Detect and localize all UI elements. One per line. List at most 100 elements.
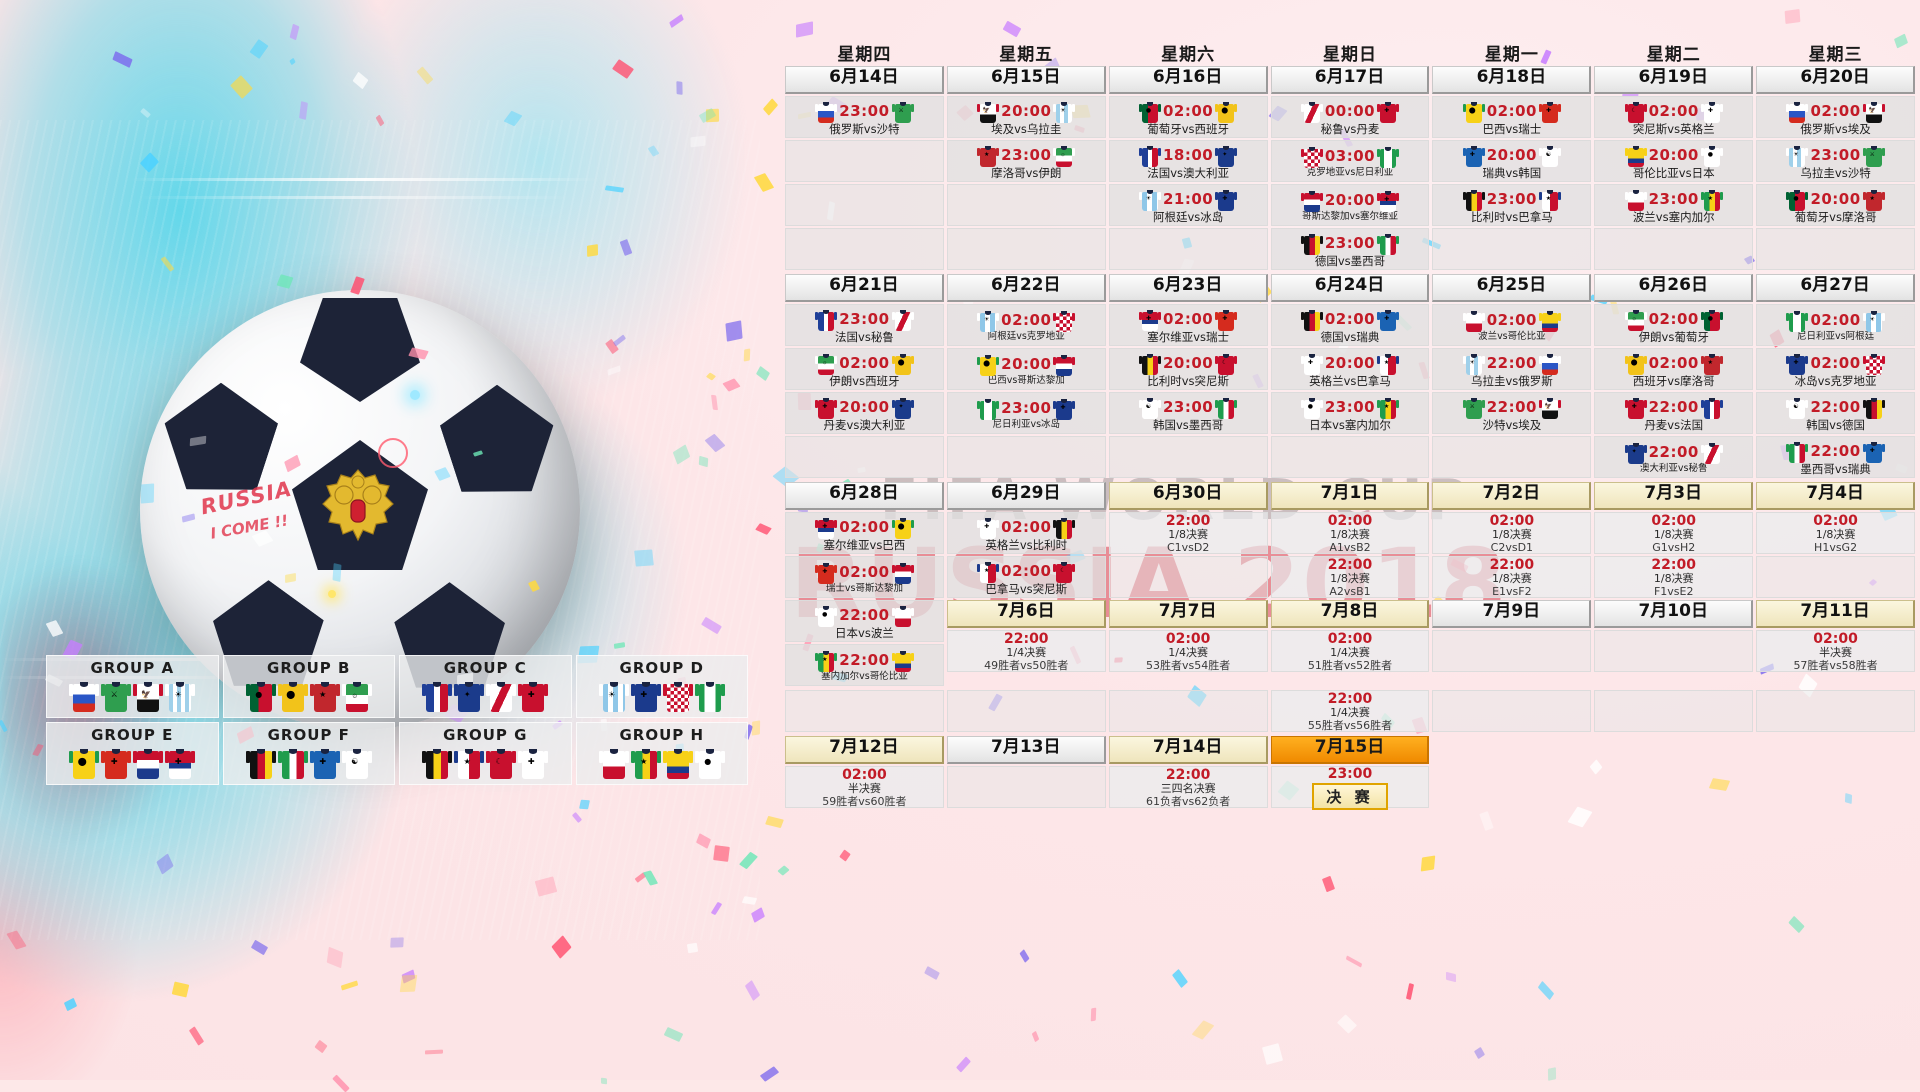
match-cell[interactable]: 18:00 ✦ 法国vs澳大利亚 xyxy=(1108,140,1268,182)
match-cell[interactable]: ✚ 02:00 冰岛vs克罗地亚 xyxy=(1756,348,1915,390)
match-cell[interactable]: 03:00 克罗地亚vs尼日利亚 xyxy=(1270,140,1430,182)
match-cell[interactable]: 23:00 ★ 波兰vs塞内加尔 xyxy=(1594,184,1754,226)
date-header[interactable]: 7月4日 xyxy=(1756,482,1915,510)
match-cell[interactable]: ⬤ 02:00 ✚ 巴西vs瑞士 xyxy=(1432,96,1592,138)
date-header[interactable]: 6月17日 xyxy=(1270,66,1430,94)
date-header[interactable]: 6月25日 xyxy=(1432,274,1592,302)
date-header[interactable]: 7月3日 xyxy=(1594,482,1754,510)
match-cell[interactable]: 02:00 波兰vs哥伦比亚 xyxy=(1432,304,1592,346)
match-cell[interactable]: 22:00 ✚ 墨西哥vs瑞典 xyxy=(1756,436,1915,478)
date-header[interactable]: 6月16日 xyxy=(1108,66,1268,94)
match-cell[interactable]: 02:00 ✚ 德国vs瑞典 xyxy=(1270,304,1430,346)
date-header[interactable]: 7月10日 xyxy=(1594,600,1754,628)
date-header[interactable]: 6月30日 xyxy=(1108,482,1268,510)
date-header[interactable]: 6月23日 xyxy=(1108,274,1268,302)
match-cell[interactable]: ⬤ 20:00 巴西vs哥斯达黎加 xyxy=(946,348,1106,390)
date-header[interactable]: 7月14日 xyxy=(1108,736,1268,764)
match-cell[interactable]: ● 22:00 日本vs波兰 xyxy=(785,600,944,642)
match-cell[interactable]: ✚ 02:00 ⬤ 塞尔维亚vs巴西 xyxy=(785,512,944,554)
knockout-match-cell[interactable]: 02:00 1/4决赛 51胜者vs52胜者 xyxy=(1270,630,1430,672)
knockout-match-cell[interactable]: 02:00 半决赛 57胜者vs58胜者 xyxy=(1756,630,1915,672)
match-cell[interactable]: 20:00 ✚ 哥斯达黎加vs塞尔维亚 xyxy=(1270,184,1430,226)
match-cell[interactable]: ☯ 23:00 韩国vs墨西哥 xyxy=(1108,392,1268,434)
date-header[interactable]: 6月21日 xyxy=(785,274,944,302)
match-cell[interactable]: ● 02:00 ⬤ 葡萄牙vs西班牙 xyxy=(1108,96,1268,138)
match-cell[interactable]: ✚ 20:00 ✦ 丹麦vs澳大利亚 xyxy=(785,392,944,434)
knockout-match-cell[interactable]: 02:00 1/8决赛 A1vsB2 xyxy=(1270,512,1430,554)
match-cell[interactable]: ☀ 23:00 ⚔ 乌拉圭vs沙特 xyxy=(1756,140,1915,182)
date-header[interactable]: 6月29日 xyxy=(946,482,1106,510)
match-cell[interactable]: ☀ 21:00 ✚ 阿根廷vs冰岛 xyxy=(1108,184,1268,226)
date-header[interactable]: 7月8日 xyxy=(1270,600,1430,628)
date-header[interactable]: 6月24日 xyxy=(1270,274,1430,302)
match-cell[interactable]: 🦅 20:00 ☀ 埃及vs乌拉圭 xyxy=(946,96,1106,138)
knockout-match-cell[interactable]: 02:00 1/8决赛 G1vsH2 xyxy=(1594,512,1754,554)
match-cell[interactable]: ✦ 22:00 澳大利亚vs秘鲁 xyxy=(1594,436,1754,478)
match-cell[interactable]: ☀ 02:00 阿根廷vs克罗地亚 xyxy=(946,304,1106,346)
match-cell[interactable]: ✚ 02:00 英格兰vs比利时 xyxy=(946,512,1106,554)
date-header[interactable]: 7月6日 xyxy=(946,600,1106,628)
knockout-match-cell[interactable]: 22:00 1/8决赛 F1vsE2 xyxy=(1594,556,1754,598)
group-box-group-b[interactable]: GROUP B ● ⬤ ★ ۞ xyxy=(222,655,395,718)
match-cell[interactable]: 23:00 ★ 比利时vs巴拿马 xyxy=(1432,184,1592,226)
knockout-match-cell[interactable]: 02:00 半决赛 59胜者vs60胜者 xyxy=(785,766,944,808)
knockout-match-cell[interactable]: 02:00 1/4决赛 53胜者vs54胜者 xyxy=(1108,630,1268,672)
date-header[interactable]: 6月28日 xyxy=(785,482,944,510)
group-box-group-h[interactable]: GROUP H ★ ● xyxy=(575,722,748,785)
date-header[interactable]: 6月14日 xyxy=(785,66,944,94)
match-cell[interactable]: ۞ 02:00 ● 伊朗vs葡萄牙 xyxy=(1594,304,1754,346)
match-cell[interactable]: ☀ 22:00 乌拉圭vs俄罗斯 xyxy=(1432,348,1592,390)
match-cell[interactable]: ✚ 20:00 ★ 英格兰vs巴拿马 xyxy=(1270,348,1430,390)
match-cell[interactable]: ☯ 22:00 韩国vs德国 xyxy=(1756,392,1915,434)
date-header[interactable]: 6月19日 xyxy=(1594,66,1754,94)
knockout-match-cell[interactable]: 22:00 三四名决赛 61负者vs62负者 xyxy=(1108,766,1268,808)
date-header[interactable]: 7月7日 xyxy=(1108,600,1268,628)
match-cell[interactable]: ● 20:00 ★ 葡萄牙vs摩洛哥 xyxy=(1756,184,1915,226)
date-header[interactable]: 7月9日 xyxy=(1432,600,1592,628)
date-header[interactable]: 6月26日 xyxy=(1594,274,1754,302)
knockout-match-cell[interactable]: 22:00 1/8决赛 A2vsB1 xyxy=(1270,556,1430,598)
match-cell[interactable]: 23:00 德国vs墨西哥 xyxy=(1270,228,1430,270)
match-cell[interactable]: 23:00 ✚ 尼日利亚vs冰岛 xyxy=(946,392,1106,434)
final-match-cell[interactable]: 23:00 决 赛 xyxy=(1270,766,1430,810)
group-box-group-g[interactable]: GROUP G ★ ☾ ✚ xyxy=(399,722,572,785)
group-box-group-d[interactable]: GROUP D ☀ ✚ xyxy=(575,655,748,718)
match-cell[interactable]: 20:00 ● 哥伦比亚vs日本 xyxy=(1594,140,1754,182)
date-header[interactable]: 7月12日 xyxy=(785,736,944,764)
match-cell[interactable]: 23:00 ⚔ 俄罗斯vs沙特 xyxy=(785,96,944,138)
match-cell[interactable]: ☾ 02:00 ✚ 突尼斯vs英格兰 xyxy=(1594,96,1754,138)
date-header[interactable]: 7月2日 xyxy=(1432,482,1592,510)
knockout-match-cell[interactable]: 22:00 1/8决赛 C1vsD2 xyxy=(1108,512,1268,554)
match-cell[interactable]: ✚ 20:00 ☯ 瑞典vs韩国 xyxy=(1432,140,1592,182)
match-cell[interactable]: 20:00 ☾ 比利时vs突尼斯 xyxy=(1108,348,1268,390)
match-cell[interactable]: ⬤ 02:00 ★ 西班牙vs摩洛哥 xyxy=(1594,348,1754,390)
group-box-group-f[interactable]: GROUP F ✚ ☯ xyxy=(222,722,395,785)
knockout-match-cell[interactable]: 02:00 1/8决赛 H1vsG2 xyxy=(1756,512,1915,554)
knockout-match-cell[interactable]: 22:00 1/8决赛 E1vsF2 xyxy=(1432,556,1592,598)
match-cell[interactable]: ★ 02:00 ☾ 巴拿马vs突尼斯 xyxy=(946,556,1106,598)
match-cell[interactable]: ⚔ 22:00 🦅 沙特vs埃及 xyxy=(1432,392,1592,434)
group-box-group-c[interactable]: GROUP C ✦ ✚ xyxy=(399,655,572,718)
date-header[interactable]: 6月18日 xyxy=(1432,66,1592,94)
date-header[interactable]: 7月13日 xyxy=(946,736,1106,764)
match-cell[interactable]: 02:00 ☀ 尼日利亚vs阿根廷 xyxy=(1756,304,1915,346)
match-cell[interactable]: 23:00 法国vs秘鲁 xyxy=(785,304,944,346)
match-cell[interactable]: ✚ 02:00 ✚ 塞尔维亚vs瑞士 xyxy=(1108,304,1268,346)
date-header[interactable]: 6月15日 xyxy=(946,66,1106,94)
date-header[interactable]: 6月22日 xyxy=(946,274,1106,302)
knockout-match-cell[interactable]: 02:00 1/8决赛 C2vsD1 xyxy=(1432,512,1592,554)
match-cell[interactable]: ● 23:00 ★ 日本vs塞内加尔 xyxy=(1270,392,1430,434)
group-box-group-e[interactable]: GROUP E ⬤ ✚ ✚ xyxy=(46,722,219,785)
match-cell[interactable]: 00:00 ✚ 秘鲁vs丹麦 xyxy=(1270,96,1430,138)
match-cell[interactable]: ✚ 22:00 丹麦vs法国 xyxy=(1594,392,1754,434)
date-header[interactable]: 7月15日 xyxy=(1270,736,1430,764)
date-header[interactable]: 7月11日 xyxy=(1756,600,1915,628)
match-cell[interactable]: ✚ 02:00 瑞士vs哥斯达黎加 xyxy=(785,556,944,598)
match-cell[interactable]: ★ 22:00 塞内加尔vs哥伦比亚 xyxy=(785,644,944,686)
date-header[interactable]: 7月1日 xyxy=(1270,482,1430,510)
group-box-group-a[interactable]: GROUP A ⚔ 🦅 ☀ xyxy=(46,655,219,718)
knockout-match-cell[interactable]: 22:00 1/4决赛 55胜者vs56胜者 xyxy=(1270,690,1430,732)
match-cell[interactable]: 02:00 🦅 俄罗斯vs埃及 xyxy=(1756,96,1915,138)
knockout-match-cell[interactable]: 22:00 1/4决赛 49胜者vs50胜者 xyxy=(946,630,1106,672)
match-cell[interactable]: ۞ 02:00 ⬤ 伊朗vs西班牙 xyxy=(785,348,944,390)
